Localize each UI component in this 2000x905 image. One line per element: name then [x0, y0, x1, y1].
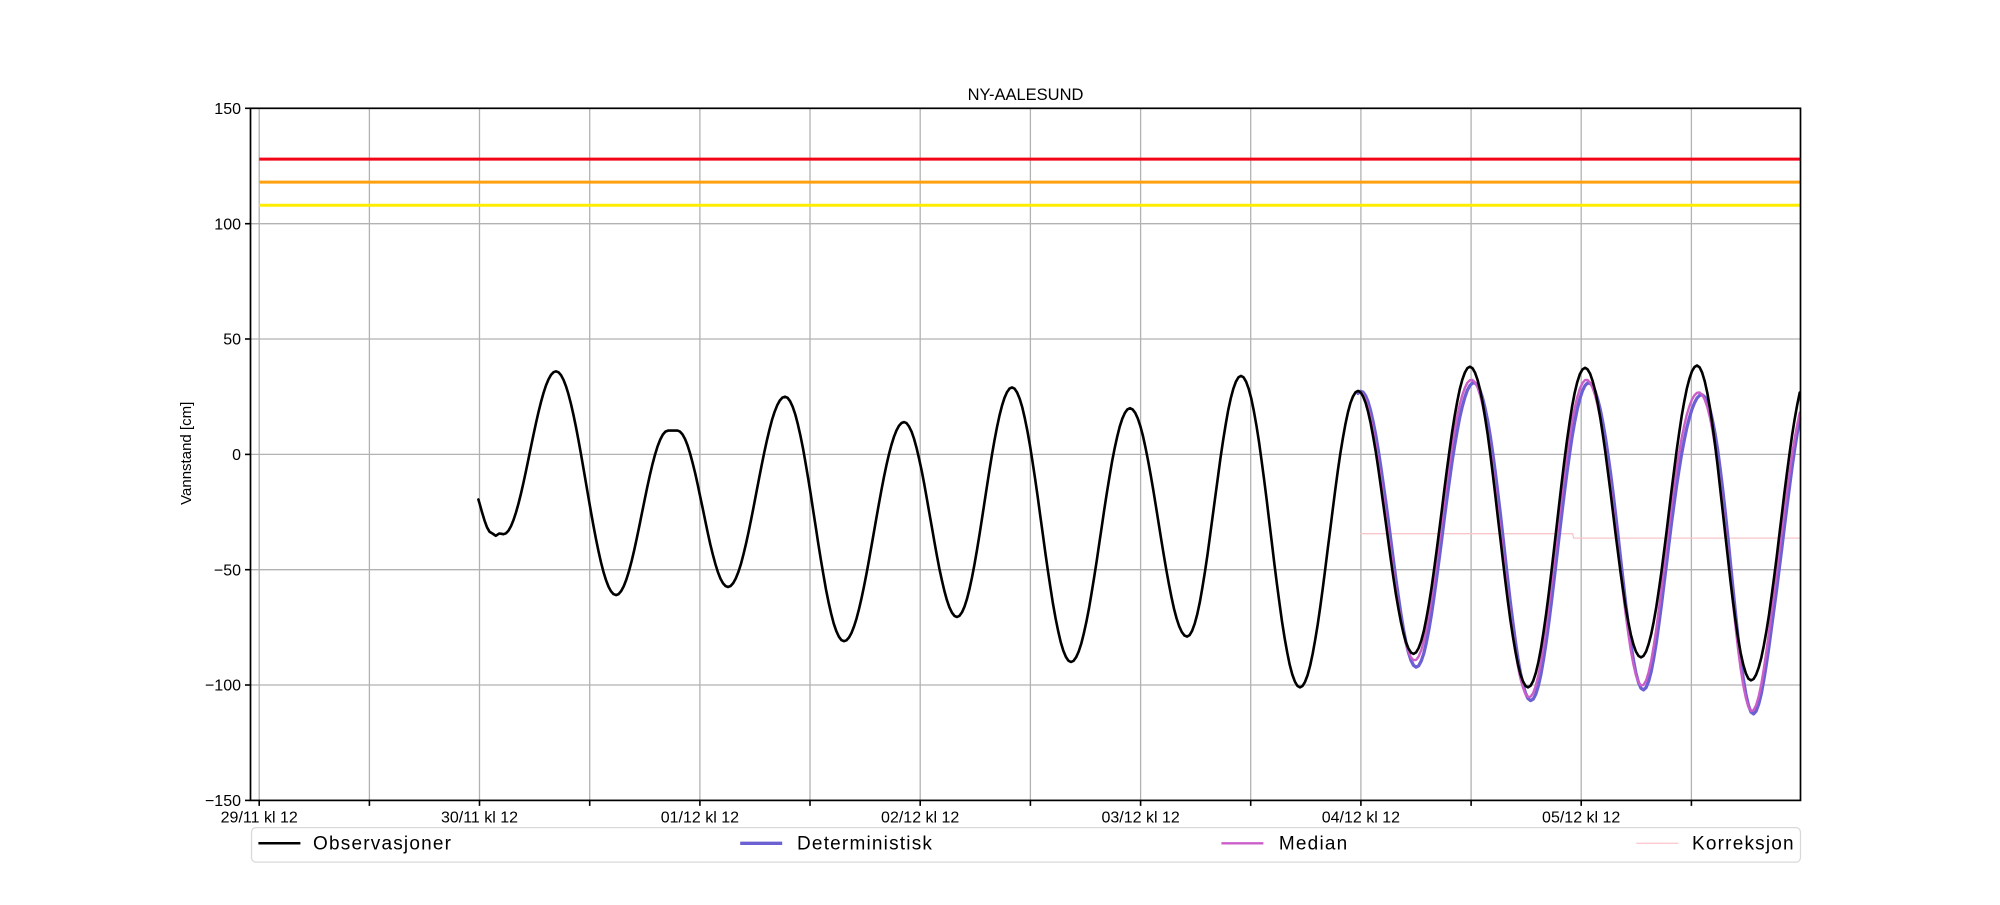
svg-text:NY-AALESUND: NY-AALESUND: [968, 86, 1084, 104]
svg-text:02/12 kl 12: 02/12 kl 12: [881, 810, 959, 827]
svg-text:01/12 kl 12: 01/12 kl 12: [661, 810, 739, 827]
svg-text:Korreksjon: Korreksjon: [1692, 834, 1795, 855]
svg-text:50: 50: [223, 332, 241, 349]
svg-text:05/12 kl 12: 05/12 kl 12: [1542, 810, 1620, 827]
svg-text:Vannstand [cm]: Vannstand [cm]: [178, 402, 195, 505]
svg-text:100: 100: [214, 216, 241, 233]
svg-text:Median: Median: [1279, 834, 1349, 855]
svg-text:0: 0: [232, 447, 241, 464]
svg-text:04/12 kl 12: 04/12 kl 12: [1322, 810, 1400, 827]
svg-text:03/12 kl 12: 03/12 kl 12: [1101, 810, 1179, 827]
svg-text:29/11 kl 12: 29/11 kl 12: [221, 810, 298, 827]
svg-text:150: 150: [214, 101, 241, 118]
svg-text:−50: −50: [214, 562, 241, 579]
svg-text:Observasjoner: Observasjoner: [313, 834, 452, 855]
svg-text:30/11 kl 12: 30/11 kl 12: [441, 810, 518, 827]
svg-text:Deterministisk: Deterministisk: [797, 834, 933, 855]
svg-text:−150: −150: [205, 793, 241, 810]
svg-text:−100: −100: [205, 678, 241, 695]
